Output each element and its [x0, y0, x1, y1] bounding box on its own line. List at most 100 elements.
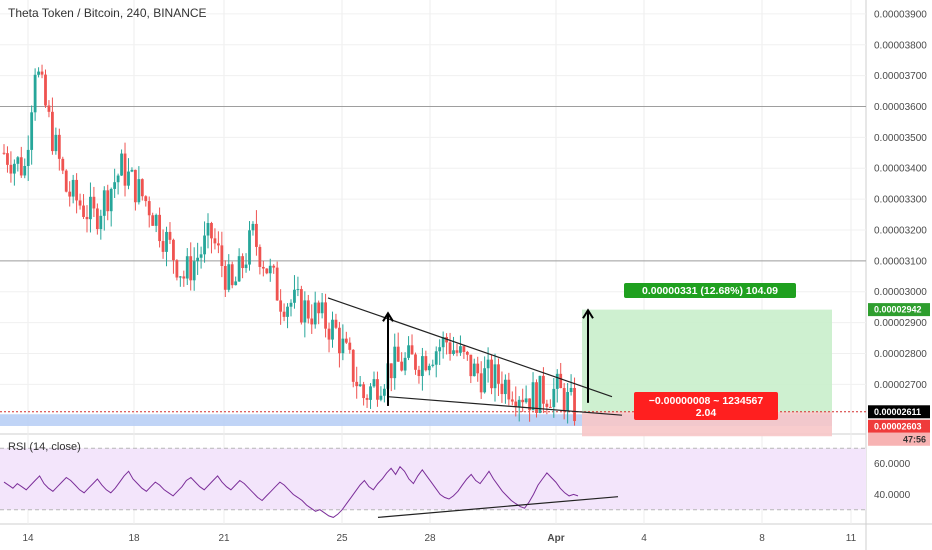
candle-body [365, 398, 369, 400]
candle-body [303, 300, 307, 323]
candle-body [102, 190, 106, 216]
price-tick-label: 0.00003300 [874, 195, 927, 206]
candle-body [199, 254, 203, 258]
candle-body [479, 373, 483, 393]
candle-body [210, 223, 213, 239]
candle-body [30, 112, 34, 150]
price-tick-label: 0.00003700 [874, 71, 927, 82]
candle-body [258, 246, 262, 267]
candle-body [289, 302, 293, 307]
candle-body [497, 364, 500, 384]
candle-body [241, 256, 244, 269]
price-badge-label: 47:56 [903, 434, 926, 444]
time-tick-label: 11 [846, 533, 857, 544]
candle-body [424, 356, 428, 371]
candle-body [296, 289, 300, 291]
candle-body [196, 257, 200, 262]
price-badge-label: 0.00002942 [874, 305, 922, 315]
time-tick-label: 4 [641, 533, 647, 544]
candle-body [427, 365, 431, 371]
price-tick-label: 0.00002900 [874, 318, 927, 329]
candle-body [68, 191, 72, 197]
price-tick-label: 0.00003900 [874, 9, 927, 20]
candle-body [469, 354, 473, 377]
candle-body [192, 261, 196, 281]
price-badges: 0.00002942 0.00002611 0.00002603 47:56 [868, 303, 930, 446]
candle-body [130, 169, 134, 172]
rsi-line [3, 465, 579, 518]
candle-body [462, 346, 466, 352]
candle-body [23, 165, 27, 176]
candle-body [455, 350, 459, 353]
candle-body [19, 157, 23, 176]
candle-body [206, 223, 210, 236]
candle-body [57, 134, 61, 159]
candle-body [189, 256, 193, 281]
wedge-upper-trendline [327, 297, 613, 398]
wedge-lower-trendline [387, 396, 623, 416]
candle-body [459, 346, 462, 353]
candle-body [324, 302, 327, 329]
candle-body [538, 375, 542, 413]
candle-body [237, 256, 241, 282]
candle-body [472, 363, 476, 377]
candle-body [168, 231, 172, 240]
candle-body [310, 318, 314, 325]
candle-body [521, 399, 525, 403]
candle-body [213, 238, 217, 244]
candle-body [175, 260, 179, 278]
time-axis: 14 18 21 25 28 Apr 4 8 11 [22, 533, 856, 544]
candle-body [465, 351, 469, 355]
candle-body [82, 205, 85, 217]
candle-body [542, 375, 545, 404]
candle-body [127, 171, 130, 186]
candle-body [113, 182, 117, 189]
profit-label: 0.00000331 (12.68%) 104.09 [624, 283, 796, 298]
candle-body [286, 306, 289, 317]
candle-body [44, 74, 47, 106]
candle-body [507, 379, 511, 400]
candle-body [95, 208, 99, 230]
candle-body [40, 71, 44, 75]
candle-body [75, 179, 79, 201]
candle-body [372, 379, 376, 387]
price-tick-label: 0.00002700 [874, 380, 927, 391]
candle-body [106, 190, 110, 212]
candle-body [47, 105, 51, 112]
candle-body [203, 235, 206, 255]
candle-body [64, 170, 68, 192]
price-badge [868, 405, 930, 419]
candle-body [379, 395, 383, 400]
candle-body [255, 223, 258, 247]
candle-body [51, 111, 54, 152]
rsi-axis: 60.0000 40.0000 [874, 459, 911, 501]
candle-body [54, 134, 58, 152]
time-tick-label: 21 [218, 533, 230, 544]
candle-body [220, 245, 224, 267]
candle-body [528, 398, 531, 411]
candle-body [299, 289, 303, 323]
time-tick-label: 25 [336, 533, 348, 544]
candle-body [420, 356, 424, 377]
candle-body [293, 289, 296, 303]
chart-title: Theta Token / Bitcoin, 240, BINANCE [8, 6, 207, 20]
candle-body [555, 373, 559, 389]
candle-body [133, 169, 137, 203]
candle-body [279, 300, 283, 312]
candle-body [517, 399, 521, 407]
candle-body [154, 214, 158, 226]
candle-body [227, 264, 231, 290]
candle-body [16, 157, 20, 164]
candle-body [123, 153, 127, 186]
price-tick-label: 0.00003600 [874, 102, 927, 113]
candle-body [89, 196, 92, 220]
price-badge [868, 303, 930, 317]
candle-body [78, 200, 82, 206]
candle-body [552, 388, 556, 408]
candle-body [407, 345, 410, 358]
loss-label-line1: −0.00000008 ~ 1234567 [649, 395, 764, 407]
candle-body [182, 276, 186, 279]
